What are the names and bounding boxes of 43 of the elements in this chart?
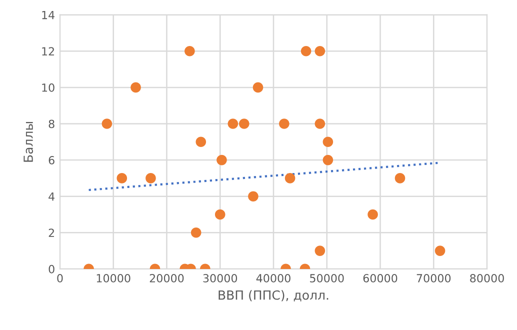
x-tick-label: 60000 bbox=[363, 274, 398, 282]
point bbox=[248, 191, 258, 202]
y-tick-label: 14 bbox=[42, 10, 54, 20]
x-tick-label: 50000 bbox=[310, 274, 344, 282]
y-axis-title: Баллы bbox=[24, 122, 33, 162]
x-tick-label: 10000 bbox=[96, 274, 130, 282]
point bbox=[314, 246, 326, 256]
x-tick-label: 80000 bbox=[470, 274, 504, 282]
point bbox=[322, 154, 334, 166]
x-tick-label: 0 bbox=[57, 274, 63, 282]
point bbox=[216, 154, 227, 166]
x-axis-title: ВВП (ППС), долл. bbox=[218, 290, 328, 302]
x-tick-label: 30000 bbox=[203, 274, 238, 282]
point bbox=[184, 46, 195, 56]
point bbox=[300, 46, 312, 56]
x-tick-label: 70000 bbox=[416, 274, 451, 282]
point bbox=[116, 173, 128, 184]
point bbox=[238, 118, 250, 129]
point bbox=[214, 209, 226, 220]
point bbox=[284, 173, 296, 184]
y-tick-label: 2 bbox=[48, 228, 54, 237]
point bbox=[434, 246, 446, 256]
point bbox=[314, 46, 326, 56]
point bbox=[146, 173, 156, 184]
y-tick-label: 12 bbox=[42, 47, 54, 56]
y-tick-label: 8 bbox=[48, 120, 54, 128]
y-tick-label: 6 bbox=[48, 156, 54, 164]
y-tick-label: 0 bbox=[48, 264, 54, 274]
point bbox=[252, 82, 264, 93]
point bbox=[228, 118, 238, 129]
point bbox=[102, 118, 112, 129]
point bbox=[190, 228, 202, 238]
x-tick-label: 20000 bbox=[150, 274, 184, 282]
point bbox=[322, 136, 334, 148]
x-tick-label: 40000 bbox=[256, 274, 290, 282]
y-tick-label: 10 bbox=[42, 83, 54, 92]
point bbox=[279, 118, 290, 129]
point bbox=[394, 173, 406, 184]
point bbox=[368, 209, 378, 220]
point bbox=[130, 82, 141, 93]
y-tick-label: 4 bbox=[48, 192, 54, 201]
point bbox=[314, 118, 326, 129]
point bbox=[196, 136, 206, 148]
